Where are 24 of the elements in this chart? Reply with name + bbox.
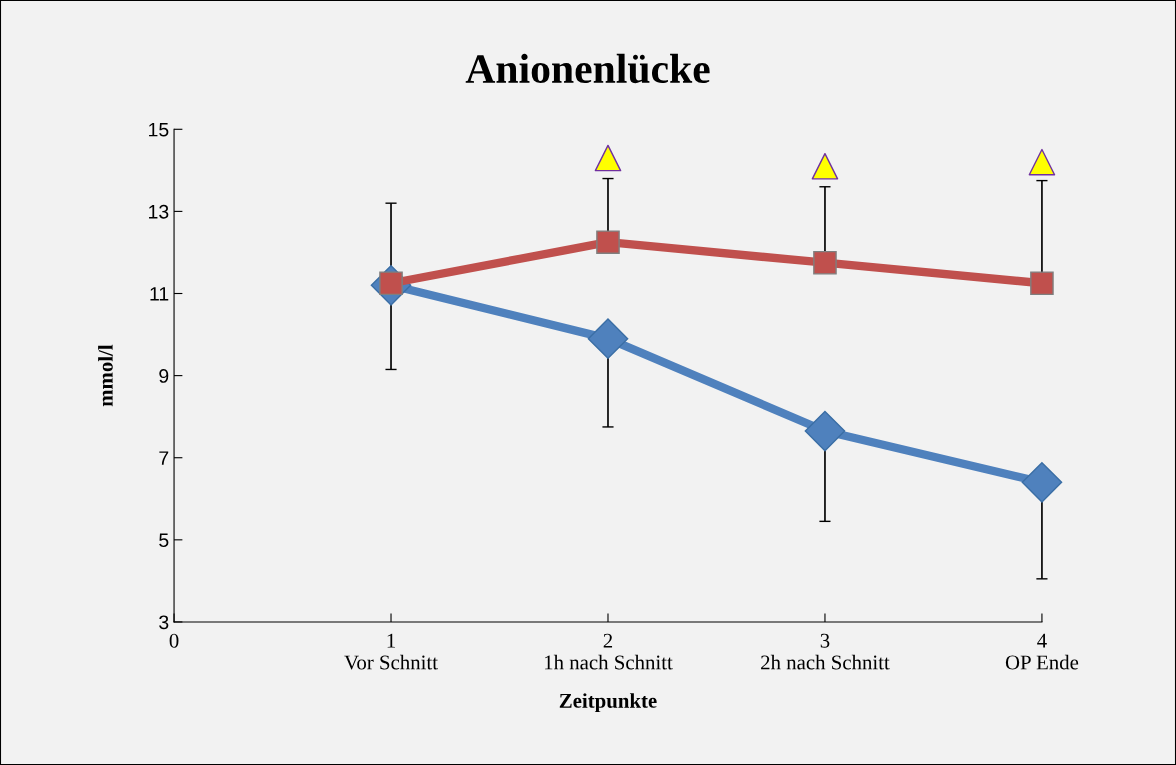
point [594,144,622,172]
y-tick-label: 11 [150,287,169,301]
y-axis-title: mmol/l [98,344,113,407]
y-tick-label: 3 [159,615,169,630]
chart-title: Anionenlücke [465,53,710,84]
y-tick-label: 5 [159,533,169,548]
point [811,152,839,180]
x-tick-label: 0 [169,633,179,648]
point [804,410,846,452]
point [596,230,620,254]
point [1028,148,1056,176]
point [1030,271,1054,296]
y-tick-label: 15 [149,122,169,137]
point [813,250,837,275]
y-tick-label: 7 [159,451,169,465]
point [1021,462,1063,503]
x-tick-label: 1 Vor Schnitt [344,633,438,670]
point [587,318,629,360]
x-tick-label: 2 1h nach Schnitt [545,633,673,670]
y-tick-label: 9 [159,369,169,383]
x-tick-label: 3 2h nach Schnitt [761,633,890,670]
y-tick-label: 13 [149,204,169,219]
x-tick-label: 4 OP Ende [1005,633,1079,670]
x-axis-title: Zeitpunkte [559,693,657,713]
